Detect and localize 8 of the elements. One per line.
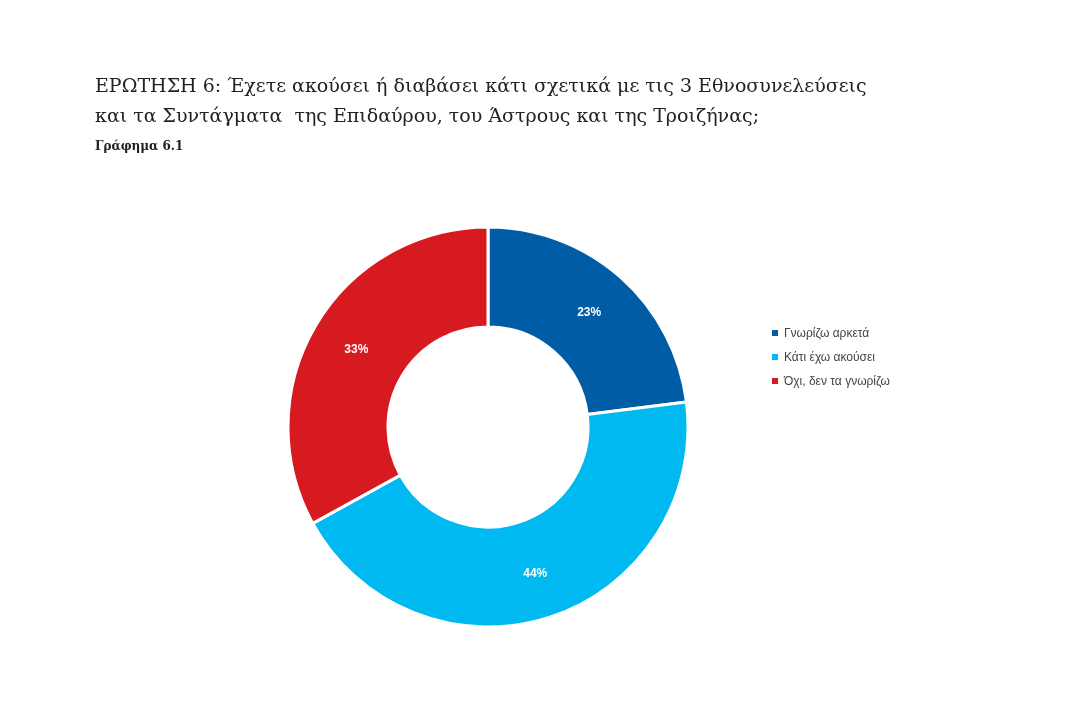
legend-label: Όχι, δεν τα γνωρίζω [783, 374, 890, 388]
data-label: 23% [577, 305, 602, 320]
legend-label: Κάτι έχω ακούσει [784, 350, 876, 364]
chart-title: ΕΡΩΤΗΣΗ 6: Έχετε ακούσει ή διαβάσει κάτι σχετικά με τις 3 Εθνοσυνελεύσεις και τα Συντάγματα της Επιδαύρου, του Άστρους και της Τροιζήνας; [95, 74, 867, 126]
data-label: 33% [344, 342, 369, 357]
text: Γράφημα 6.1 [95, 139, 184, 153]
data-label: 44% [523, 565, 548, 580]
legend-label: Γνωρίζω αρκετά [784, 326, 870, 340]
